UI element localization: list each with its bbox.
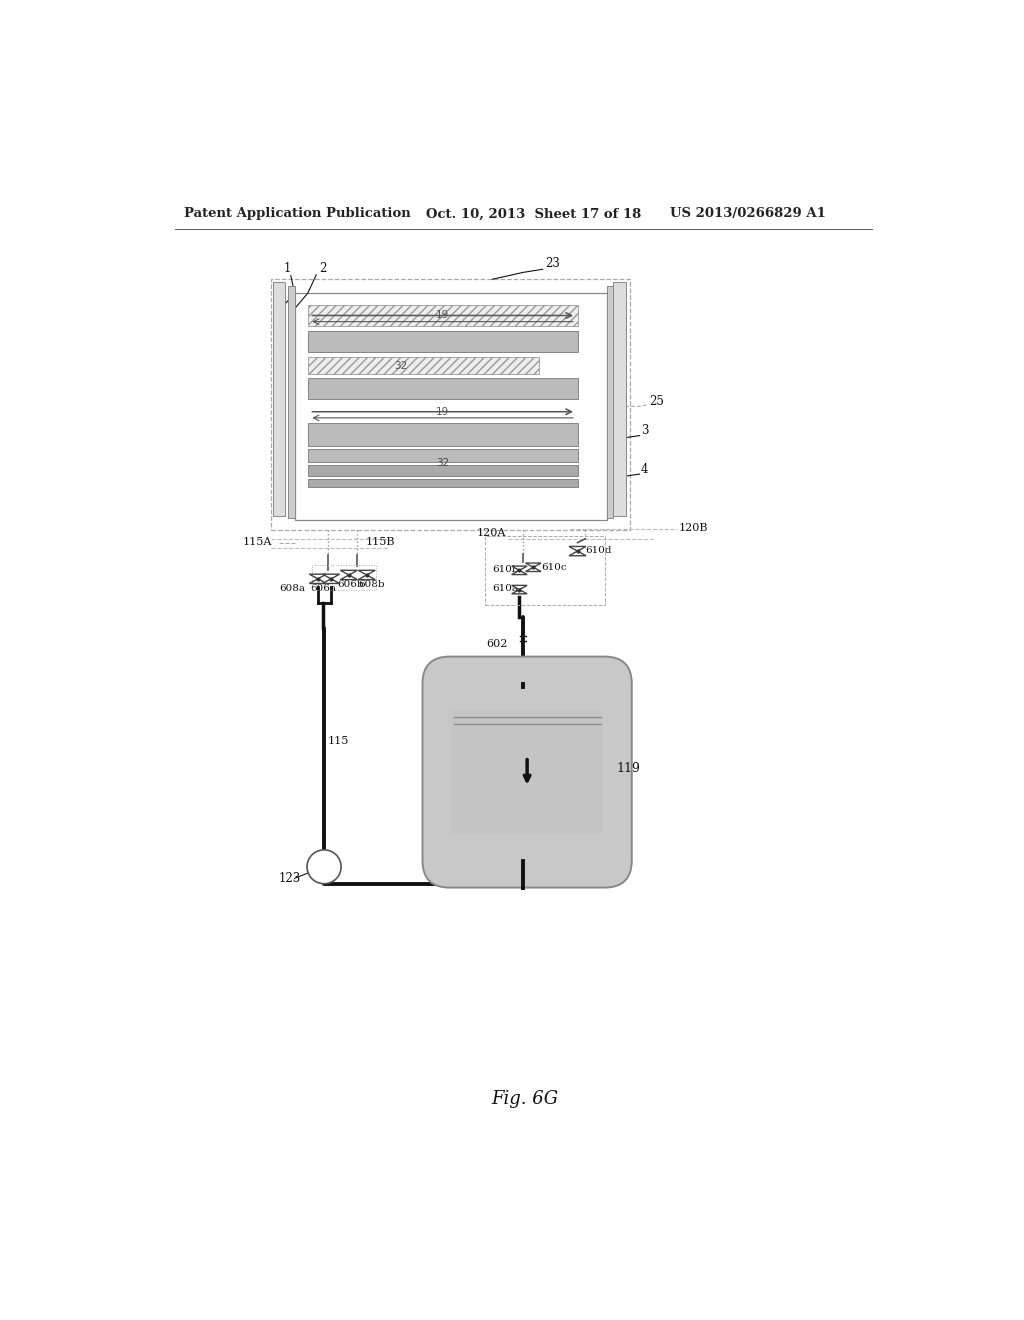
Bar [613,281,626,516]
Text: 119: 119 [616,762,640,775]
Text: 123: 123 [280,873,301,886]
Polygon shape [569,546,586,552]
Text: 610a: 610a [493,585,518,593]
Text: US 2013/0266829 A1: US 2013/0266829 A1 [671,207,826,220]
Bar [308,450,578,462]
Text: 610d: 610d [586,546,611,556]
Bar [295,293,607,520]
Polygon shape [340,576,357,579]
Polygon shape [525,568,541,572]
Bar [308,378,578,400]
Text: Patent Application Publication: Patent Application Publication [183,207,411,220]
Text: 23: 23 [545,257,560,271]
Text: 115B: 115B [366,537,394,546]
Bar [484,536,604,605]
Polygon shape [358,570,375,576]
Text: 4: 4 [641,462,648,475]
Polygon shape [512,590,527,594]
Polygon shape [512,585,527,590]
Polygon shape [512,566,527,570]
Bar [308,305,578,326]
Polygon shape [569,552,586,556]
Polygon shape [525,564,541,568]
Bar [308,479,578,487]
Bar [289,286,295,517]
Text: 120B: 120B [678,523,708,533]
Polygon shape [323,579,340,583]
Text: 608b: 608b [358,579,385,589]
Polygon shape [340,570,357,576]
Text: 1: 1 [284,261,291,275]
Bar [452,710,603,834]
Bar [271,280,630,529]
Polygon shape [512,570,527,574]
Text: Oct. 10, 2013  Sheet 17 of 18: Oct. 10, 2013 Sheet 17 of 18 [426,207,642,220]
Bar [308,465,578,475]
Text: 606a: 606a [310,585,336,593]
Text: 3: 3 [641,424,648,437]
Text: 115: 115 [328,735,349,746]
Text: 32: 32 [436,458,450,469]
Bar [308,331,578,352]
Circle shape [307,850,341,884]
Text: 608a: 608a [280,585,305,593]
Text: 19: 19 [436,310,450,321]
Text: Fig. 6G: Fig. 6G [492,1090,558,1109]
Text: 606b: 606b [337,579,364,589]
Text: 610b: 610b [493,565,519,574]
Polygon shape [323,574,340,579]
Text: 19: 19 [436,407,450,417]
Text: 2: 2 [319,261,327,275]
Bar [607,286,613,517]
FancyBboxPatch shape [423,656,632,887]
Bar [308,424,578,446]
Text: 602: 602 [486,639,508,649]
Bar [312,565,376,590]
Bar [308,356,539,374]
Text: 115A: 115A [243,537,272,546]
Polygon shape [309,579,327,583]
Text: 25: 25 [649,395,664,408]
Polygon shape [309,574,327,579]
Text: 32: 32 [394,360,408,371]
Text: 120A: 120A [477,528,506,537]
Bar [273,281,286,516]
Text: 610c: 610c [541,562,566,572]
Polygon shape [358,576,375,579]
